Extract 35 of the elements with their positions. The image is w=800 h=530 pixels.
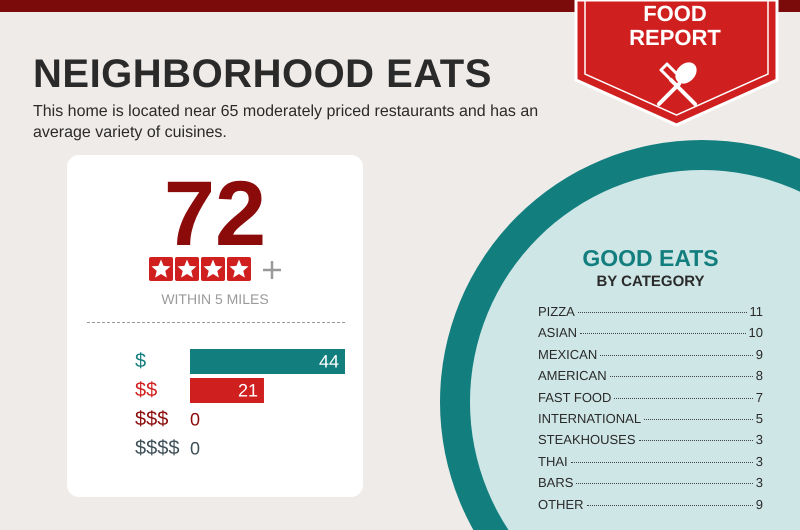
data-label: 3	[756, 432, 763, 448]
text: 72	[162, 163, 268, 265]
category-label: MEXICAN	[538, 346, 598, 362]
data-label: 3	[756, 475, 763, 490]
data-label: 9	[756, 346, 763, 362]
data-label: 21	[238, 380, 258, 400]
y-tick-label: $	[135, 350, 146, 372]
category-label: THAI	[538, 454, 568, 469]
category-label: FAST FOOD	[538, 390, 612, 405]
data-label: 8	[756, 368, 763, 384]
chart-title: NEIGHBORHOOD EATS	[33, 52, 492, 97]
category-label: BARS	[538, 475, 574, 490]
y-tick-label: $$$$	[135, 437, 180, 460]
category-label: AMERICAN	[538, 368, 607, 384]
data-label: 5	[756, 410, 763, 426]
category-label: INTERNATIONAL	[538, 410, 642, 426]
y-tick-label: $$$	[135, 408, 168, 430]
data-label: 3	[756, 454, 763, 469]
category-label: PIZZA	[538, 304, 575, 319]
data-label: 44	[318, 351, 339, 372]
data-label: 0	[190, 438, 200, 458]
data-label: 7	[756, 390, 763, 405]
data-label: 0	[190, 409, 200, 430]
data-label: 9	[756, 496, 763, 512]
data-label: 10	[748, 325, 763, 340]
category-label: ASIAN	[538, 325, 578, 340]
text: FOOD REPORT	[628, 1, 722, 50]
data-label: 11	[750, 304, 763, 319]
text: WITHIN 5 MILES	[160, 291, 270, 307]
category-label: OTHER	[538, 496, 584, 512]
category-label: STEAKHOUSES	[538, 432, 636, 448]
chart-subtitle: This home is located near 65 moderately priced restaurants and has an average variety of cuisines.	[33, 102, 540, 143]
text: BY CATEGORY	[595, 273, 706, 290]
text: GOOD EATS	[581, 245, 720, 272]
y-tick-label: $$	[135, 379, 158, 402]
